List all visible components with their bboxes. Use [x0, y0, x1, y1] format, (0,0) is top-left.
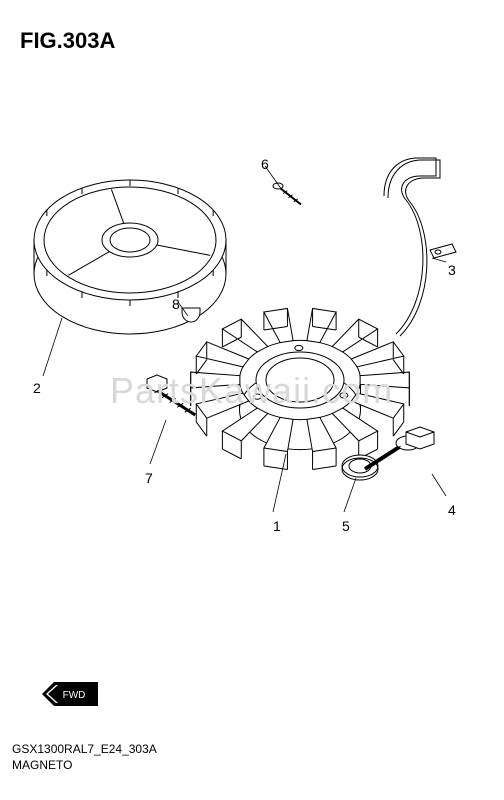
callout-8: 8: [172, 296, 180, 312]
fwd-badge: FWD: [40, 680, 100, 708]
footer-partcode: GSX1300RAL7_E24_303A: [12, 742, 157, 756]
callout-5: 5: [342, 518, 350, 534]
callout-1: 1: [273, 518, 281, 534]
callout-3: 3: [448, 262, 456, 278]
figure-title: FIG.303A: [20, 28, 115, 54]
callout-2: 2: [33, 380, 41, 396]
fwd-label: FWD: [63, 690, 86, 701]
callout-7: 7: [145, 470, 153, 486]
footer-title: MAGNETO: [12, 758, 72, 772]
callout-4: 4: [448, 502, 456, 518]
callout-6: 6: [261, 156, 269, 172]
